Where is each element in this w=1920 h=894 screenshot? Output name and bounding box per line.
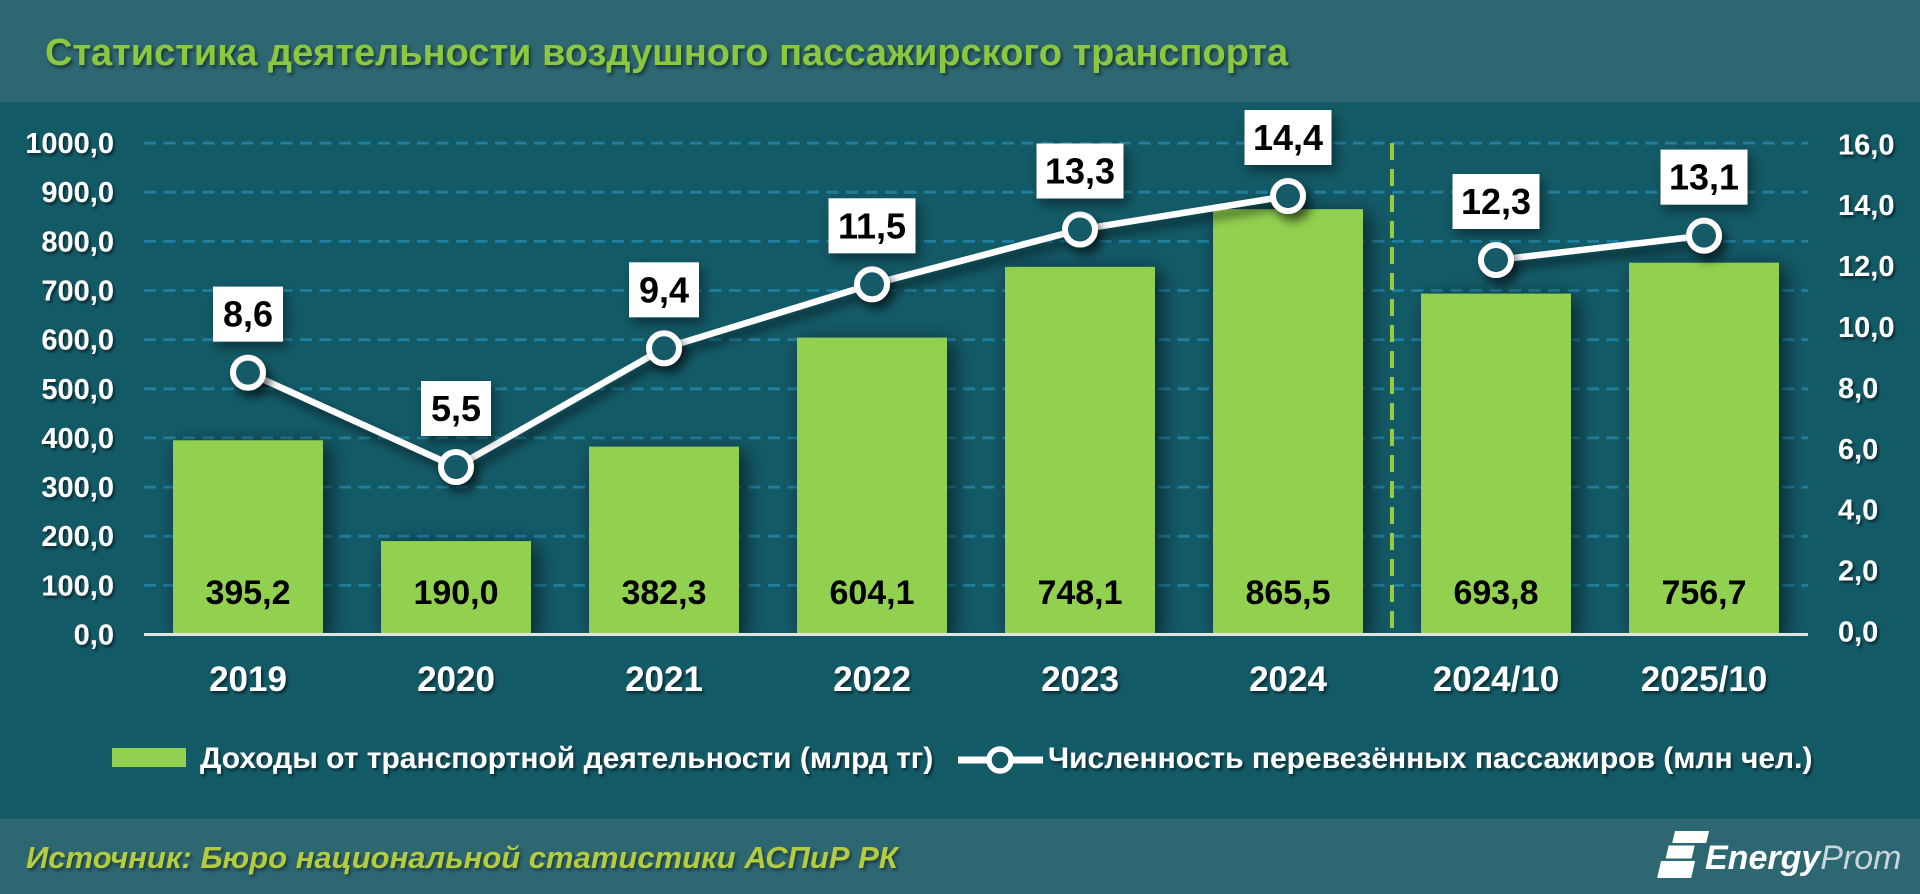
svg-text:2019: 2019 — [209, 660, 287, 699]
svg-text:10,0: 10,0 — [1838, 312, 1894, 344]
svg-text:2023: 2023 — [1041, 660, 1119, 699]
svg-text:Численность перевезённых пасса: Численность перевезённых пассажиров (млн… — [1048, 742, 1812, 775]
svg-text:748,1: 748,1 — [1037, 574, 1122, 612]
svg-text:5,5: 5,5 — [431, 388, 481, 429]
svg-text:8,6: 8,6 — [223, 294, 273, 335]
svg-text:395,2: 395,2 — [205, 574, 290, 612]
svg-text:2,0: 2,0 — [1838, 556, 1878, 588]
svg-text:756,7: 756,7 — [1661, 574, 1746, 612]
svg-text:9,4: 9,4 — [639, 269, 689, 310]
svg-text:8,0: 8,0 — [1838, 373, 1878, 405]
svg-text:2024: 2024 — [1249, 660, 1327, 699]
svg-text:2024/10: 2024/10 — [1433, 660, 1560, 699]
svg-text:13,1: 13,1 — [1669, 157, 1739, 198]
svg-text:14,0: 14,0 — [1838, 190, 1894, 222]
svg-text:EnergyProm: EnergyProm — [1705, 839, 1902, 877]
svg-text:600,0: 600,0 — [41, 325, 114, 357]
svg-text:382,3: 382,3 — [621, 574, 706, 612]
svg-text:400,0: 400,0 — [41, 423, 114, 455]
svg-text:900,0: 900,0 — [41, 177, 114, 209]
svg-text:700,0: 700,0 — [41, 276, 114, 308]
svg-text:693,8: 693,8 — [1453, 574, 1538, 612]
svg-text:865,5: 865,5 — [1245, 574, 1330, 612]
svg-text:500,0: 500,0 — [41, 374, 114, 406]
svg-text:Доходы от транспортной деятель: Доходы от транспортной деятельности (млр… — [200, 742, 933, 775]
svg-text:2025/10: 2025/10 — [1641, 660, 1768, 699]
svg-text:604,1: 604,1 — [829, 574, 914, 612]
svg-text:190,0: 190,0 — [413, 574, 498, 612]
svg-text:13,3: 13,3 — [1045, 151, 1115, 192]
svg-text:2021: 2021 — [625, 660, 703, 699]
svg-text:4,0: 4,0 — [1838, 495, 1878, 527]
svg-text:11,5: 11,5 — [838, 205, 906, 246]
svg-text:0,0: 0,0 — [74, 620, 114, 652]
svg-text:2020: 2020 — [417, 660, 495, 699]
svg-text:0,0: 0,0 — [1838, 617, 1878, 649]
svg-text:14,4: 14,4 — [1253, 117, 1323, 158]
svg-text:6,0: 6,0 — [1838, 434, 1878, 466]
svg-text:1000,0: 1000,0 — [25, 128, 114, 160]
svg-text:16,0: 16,0 — [1838, 129, 1894, 161]
svg-text:100,0: 100,0 — [41, 570, 114, 602]
svg-text:300,0: 300,0 — [41, 472, 114, 504]
svg-text:2022: 2022 — [833, 660, 911, 699]
svg-text:12,3: 12,3 — [1461, 181, 1531, 222]
svg-text:12,0: 12,0 — [1838, 251, 1894, 283]
svg-text:800,0: 800,0 — [41, 226, 114, 258]
svg-text:200,0: 200,0 — [41, 521, 114, 553]
